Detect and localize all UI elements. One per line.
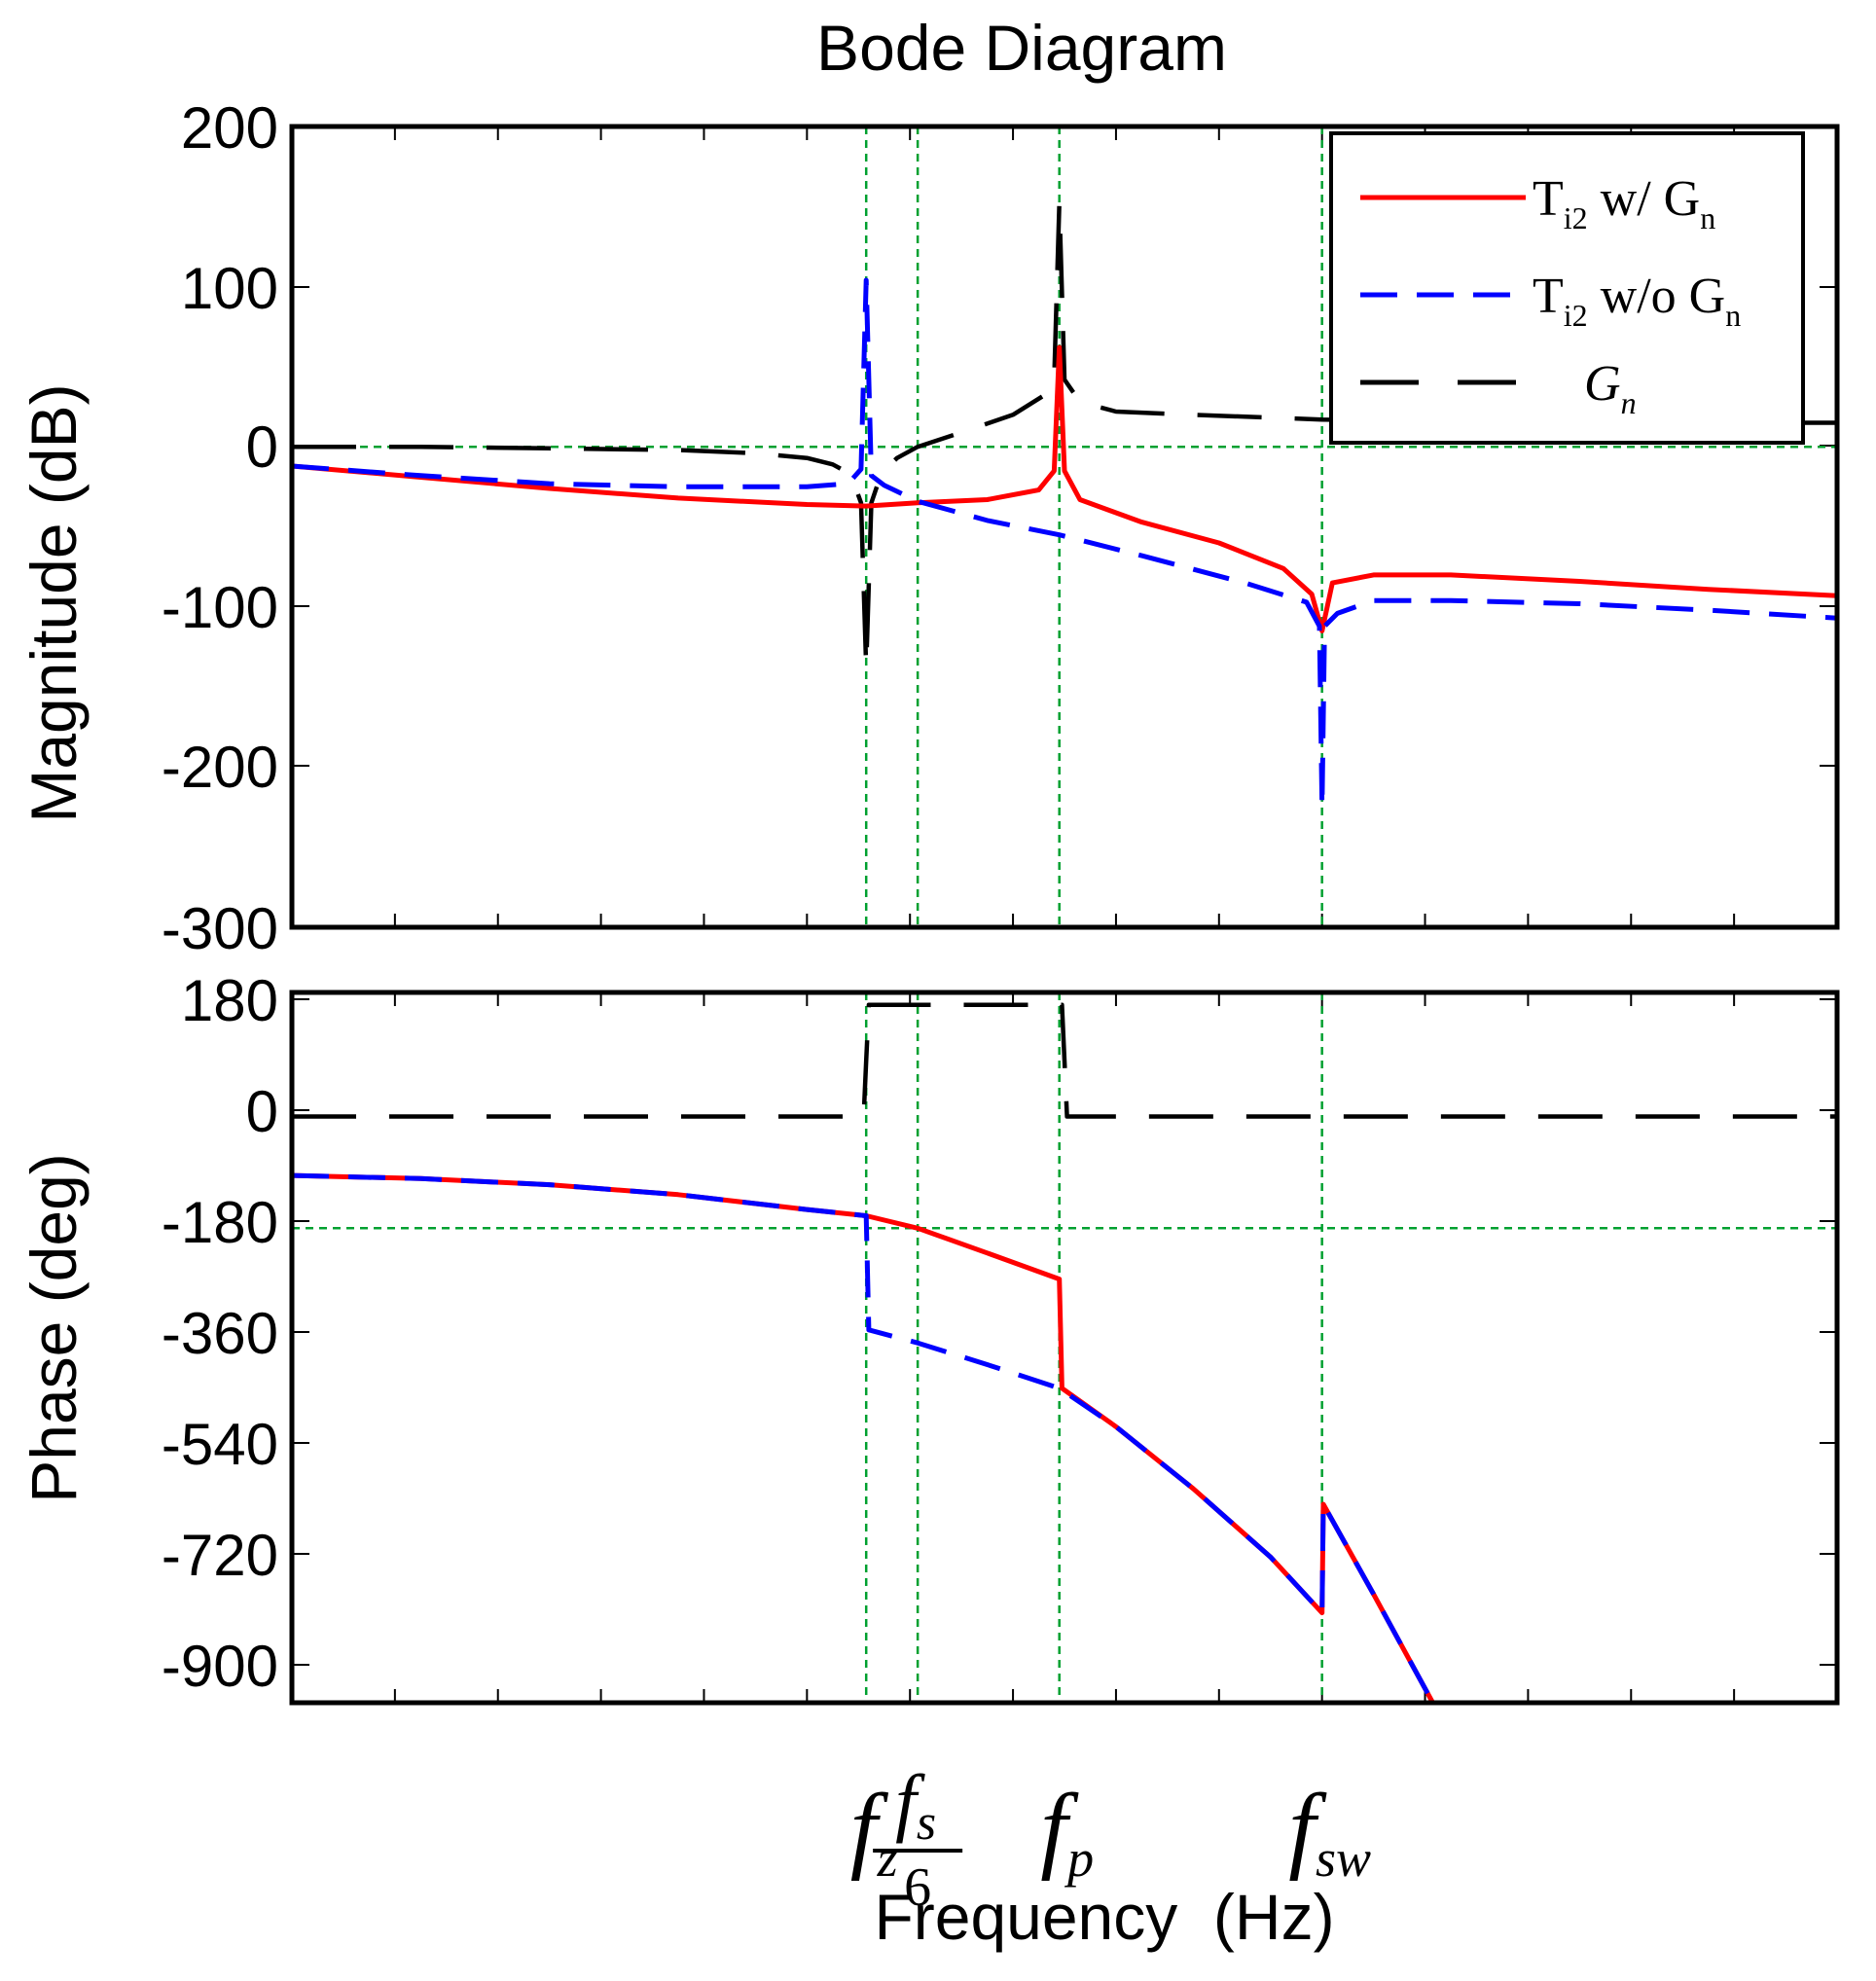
phase-ytick-label: -180 — [162, 1190, 278, 1255]
legend-label-T_with_Gn: Ti2 w/ Gn — [1533, 171, 1715, 235]
mag-ytick-label: 0 — [246, 414, 278, 480]
mag-ytick-label: -200 — [162, 735, 278, 800]
mag-frame — [289, 124, 1840, 930]
magnitude-panel: 200 100 0 -100 -200 -300 — [162, 95, 1840, 961]
legend-label-sub: i2 — [1564, 298, 1588, 333]
phase-y-axis-label: Phase (deg) — [18, 1153, 90, 1503]
magnitude-y-axis-label: Magnitude (dB) — [18, 383, 90, 822]
mag-ytick-label: 100 — [181, 256, 278, 321]
mag-series-Gn — [292, 200, 1837, 670]
legend-label-rest-sub: n — [1700, 200, 1715, 235]
mag-ytick-label: -300 — [162, 896, 278, 961]
phase-series-T_with_Gn — [292, 1172, 1435, 1703]
xtick-sub: s — [917, 1795, 936, 1851]
xtick-label-fz: fz — [850, 1774, 898, 1888]
chart-title: Bode Diagram — [816, 12, 1227, 84]
mag-ytick-label: 200 — [181, 95, 278, 161]
phase-ytick-label: 180 — [181, 968, 278, 1033]
xtick-label-fs6-num: fs — [895, 1759, 936, 1851]
legend-label-main: T — [1533, 269, 1564, 324]
legend-label-sub: n — [1621, 385, 1637, 420]
mag-series-T_without_Gn — [292, 277, 1837, 810]
legend-label-rest: w/ G — [1588, 171, 1701, 227]
xtick-label-fp: fp — [1040, 1774, 1094, 1888]
phase-ytick-label: 0 — [246, 1079, 278, 1144]
phase-ytick-label: -540 — [162, 1412, 278, 1477]
legend-label-T_without_Gn: Ti2 w/o Gn — [1533, 269, 1741, 333]
phase-series-Gn — [292, 1002, 1837, 1119]
phase-ytick-label: -360 — [162, 1301, 278, 1366]
mag-series-T_with_Gn — [292, 344, 1837, 633]
phase-curves — [292, 1002, 1837, 1703]
legend-label-sub: i2 — [1564, 200, 1588, 235]
legend-label-Gn: Gn — [1584, 356, 1637, 420]
legend-box — [1329, 131, 1805, 445]
phase-series-T_without_Gn — [292, 1172, 1435, 1703]
x-axis-label: Frequency (Hz) — [874, 1881, 1334, 1953]
legend-label-main: G — [1584, 356, 1621, 412]
phase-ytick-label: -720 — [162, 1523, 278, 1588]
mag-curves — [292, 200, 1837, 810]
xtick-sub: p — [1064, 1829, 1094, 1888]
legend-label-main: T — [1533, 171, 1564, 227]
phase-ytick-label: -900 — [162, 1634, 278, 1699]
phase-panel: 180 0 -180 -360 -540 -720 -900 — [162, 968, 1840, 1706]
xtick-label-fs6-den: 6 — [904, 1857, 931, 1918]
xtick-label-fsw: fsw — [1288, 1774, 1371, 1888]
xtick-sub: z — [877, 1829, 898, 1888]
mag-ytick-label: -100 — [162, 575, 278, 640]
legend-label-rest: w/o G — [1588, 269, 1726, 324]
legend-label-rest-sub: n — [1725, 298, 1741, 333]
phase-frame — [289, 990, 1840, 1706]
xtick-sub: sw — [1316, 1829, 1371, 1888]
